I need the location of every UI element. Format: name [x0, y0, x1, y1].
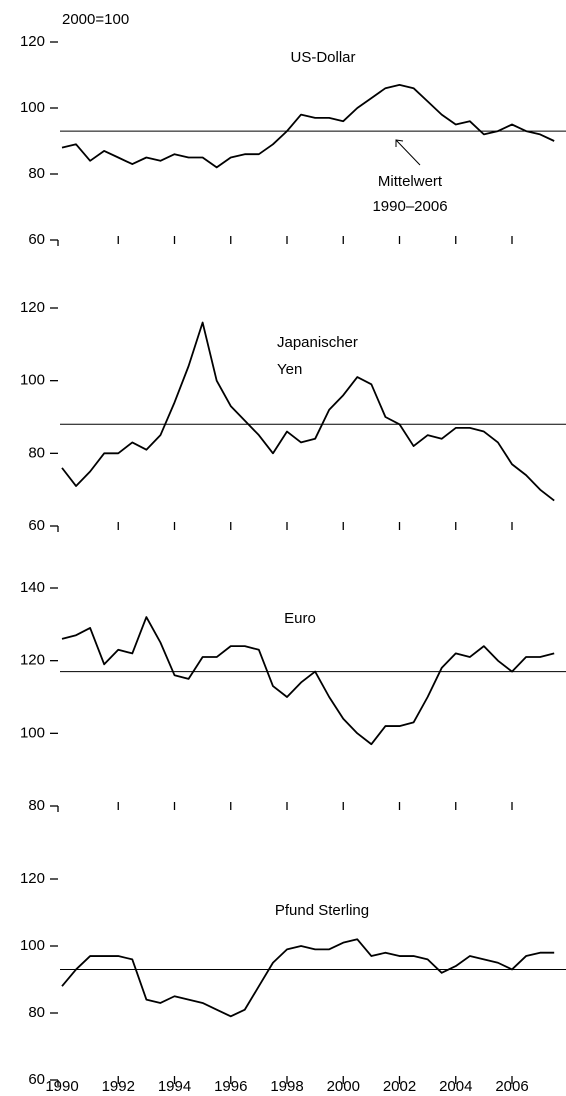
y-tick-label: 100 [20, 99, 45, 116]
y-tick-label: 120 [20, 33, 45, 50]
unit-label: 2000=100 [62, 11, 129, 28]
x-tick-label: 1992 [102, 1078, 135, 1095]
x-tick-label: 1994 [158, 1078, 191, 1095]
series-line [61, 616, 555, 746]
y-tick-label: 80 [28, 797, 45, 814]
y-tick-label: 100 [20, 724, 45, 741]
series-line [61, 84, 555, 169]
y-tick-label: 80 [28, 165, 45, 182]
y-tick-label: 60 [28, 1071, 45, 1088]
panel-title: Pfund Sterling [275, 902, 369, 919]
y-tick-label: 60 [28, 231, 45, 248]
x-tick-label: 2000 [327, 1078, 360, 1095]
x-tick-label: 1996 [214, 1078, 247, 1095]
y-tick-label: 120 [20, 652, 45, 669]
x-tick-label: 1998 [270, 1078, 303, 1095]
panel-title: Euro [284, 610, 316, 627]
annotation-arrow [395, 139, 421, 166]
y-tick-label: 120 [20, 870, 45, 887]
panel-title: Yen [277, 361, 302, 378]
x-tick-label: 1990 [45, 1078, 78, 1095]
y-tick-label: 140 [20, 579, 45, 596]
y-tick-label: 120 [20, 299, 45, 316]
series-line [61, 321, 555, 502]
x-tick-label: 2006 [495, 1078, 528, 1095]
annotation-arrowhead [395, 139, 404, 147]
panel-title: US-Dollar [290, 49, 355, 66]
y-tick-label: 80 [28, 1004, 45, 1021]
annotation: 1990–2006 [372, 198, 447, 215]
panel-title: Japanischer [277, 334, 358, 351]
y-tick-label: 100 [20, 937, 45, 954]
annotation: Mittelwert [378, 173, 443, 190]
y-tick-label: 100 [20, 372, 45, 389]
x-tick-label: 2002 [383, 1078, 416, 1095]
series-line [61, 938, 555, 1018]
x-tick-label: 2004 [439, 1078, 472, 1095]
y-tick-label: 60 [28, 517, 45, 534]
y-tick-label: 80 [28, 444, 45, 461]
